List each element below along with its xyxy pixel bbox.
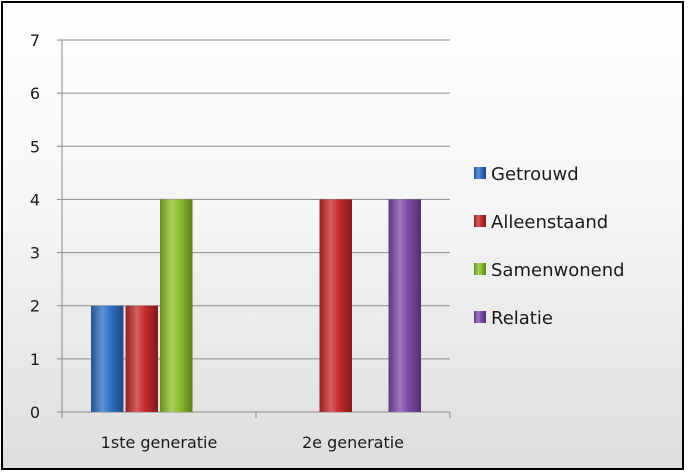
x-tick-label: 2e generatie bbox=[302, 433, 404, 452]
legend-swatch bbox=[474, 263, 486, 275]
y-tick-label: 1 bbox=[30, 350, 40, 369]
bar-relatie bbox=[388, 199, 421, 412]
bar-alleenstaand bbox=[125, 305, 158, 412]
legend-label: Relatie bbox=[491, 308, 553, 329]
legend-label: Getrouwd bbox=[491, 164, 579, 185]
y-tick-label: 6 bbox=[30, 84, 40, 103]
legend-swatch bbox=[474, 311, 486, 323]
y-tick-label: 2 bbox=[30, 297, 40, 316]
x-tick-label: 1ste generatie bbox=[101, 433, 218, 452]
bar-getrouwd bbox=[91, 305, 124, 412]
legend-swatch bbox=[474, 215, 486, 227]
legend-label: Samenwonend bbox=[491, 260, 625, 281]
legend-swatch bbox=[474, 167, 486, 179]
y-tick-label: 7 bbox=[30, 31, 40, 50]
y-tick-label: 5 bbox=[30, 137, 40, 156]
y-tick-label: 0 bbox=[30, 403, 40, 422]
y-tick-label: 4 bbox=[30, 190, 40, 209]
bar-alleenstaand bbox=[319, 199, 352, 412]
legend-label: Alleenstaand bbox=[491, 212, 608, 233]
bar-samenwonend bbox=[160, 199, 193, 412]
y-tick-label: 3 bbox=[30, 244, 40, 263]
